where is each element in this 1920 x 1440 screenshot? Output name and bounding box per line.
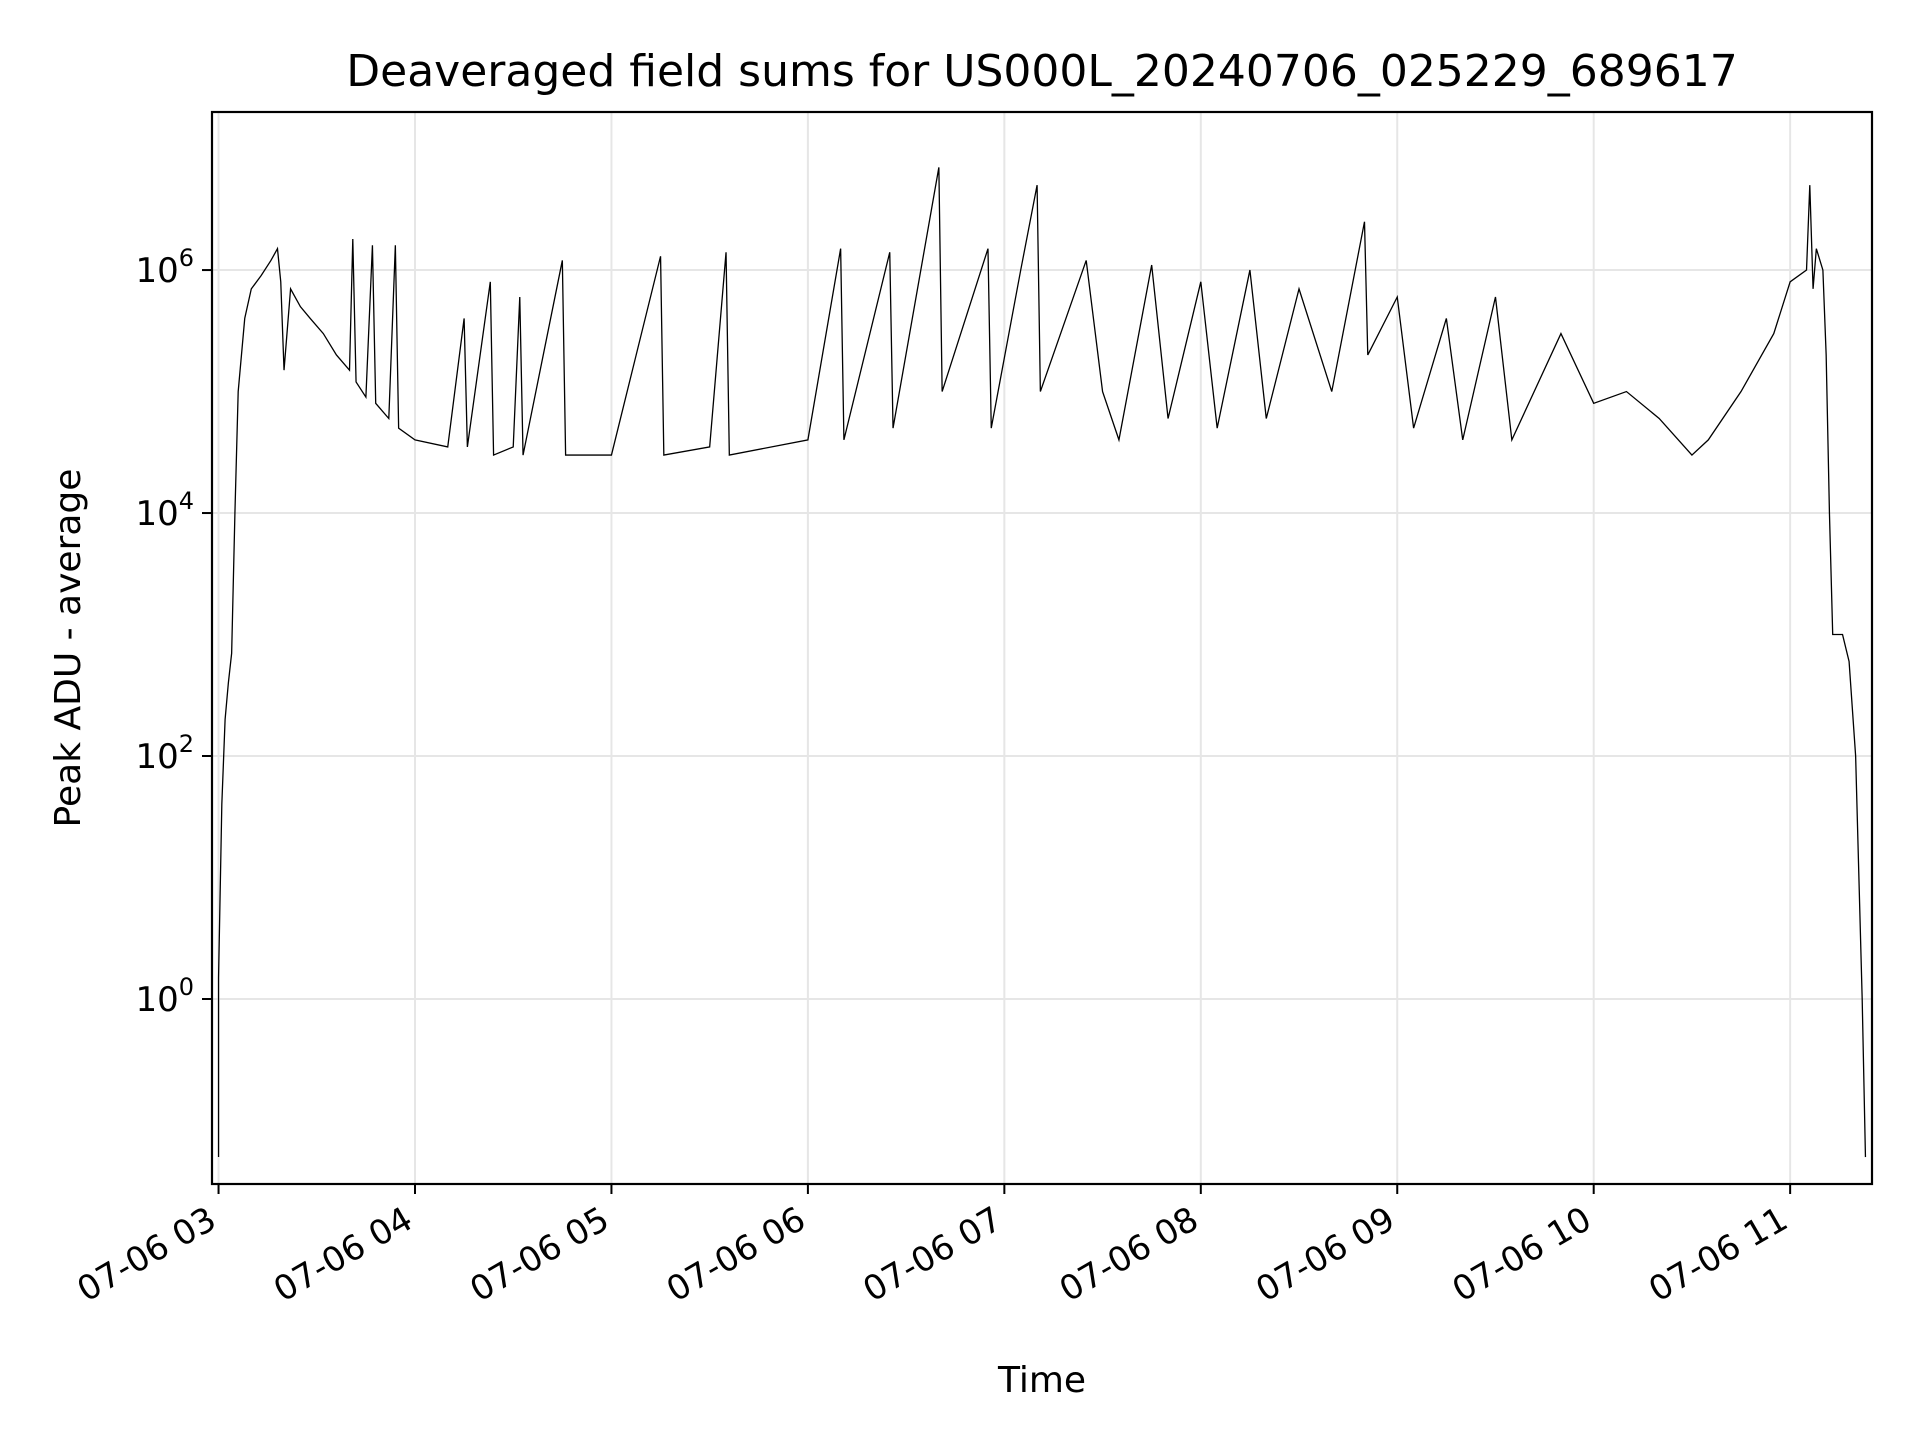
y-tick-label-2: 104: [135, 487, 194, 534]
y-ticks-layer: 100 102 104 106: [135, 244, 212, 1020]
plot-frame: [210, 110, 1874, 1186]
y-axis-label: Peak ADU - average: [48, 469, 89, 828]
chart-title: Deaveraged field sums for US000L_2024070…: [346, 46, 1738, 97]
grid-layer: [212, 112, 1872, 1184]
series-line-0: [217, 167, 1867, 1158]
y-tick-label-0: 100: [135, 973, 194, 1020]
y-tick-label-3: 106: [135, 244, 194, 291]
y-tick-label-1: 102: [135, 730, 194, 777]
series-layer: [217, 167, 1867, 1158]
x-axis-label: Time: [997, 1360, 1086, 1401]
